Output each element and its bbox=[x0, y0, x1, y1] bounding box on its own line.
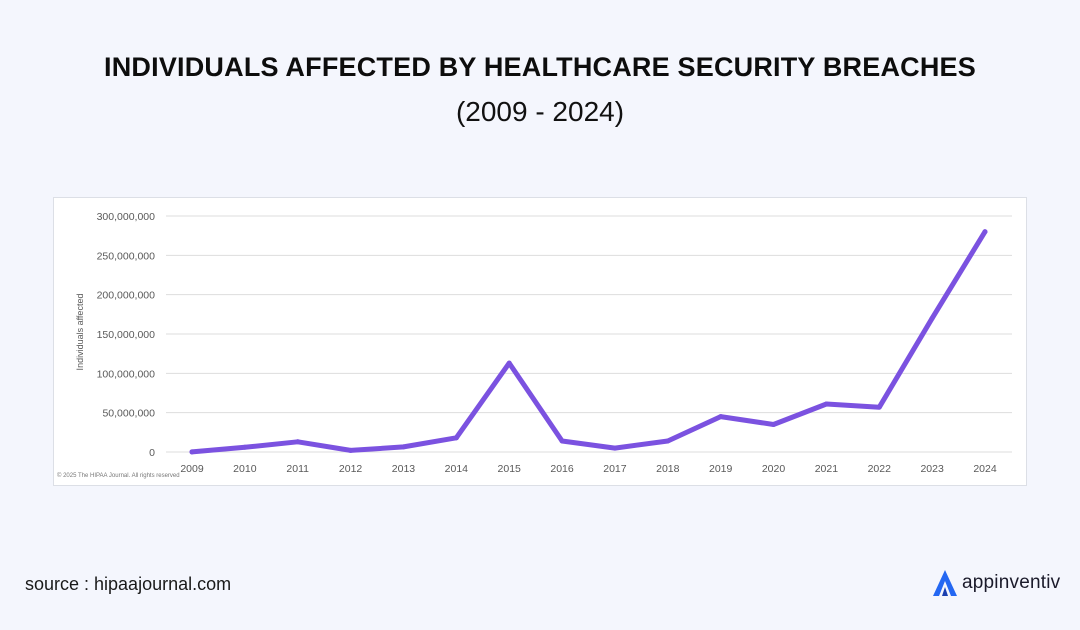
data-point bbox=[612, 445, 618, 451]
y-tick-label: 300,000,000 bbox=[97, 211, 156, 223]
x-tick-label: 2017 bbox=[603, 463, 627, 475]
x-tick-label: 2018 bbox=[656, 463, 680, 475]
x-tick-label: 2022 bbox=[868, 463, 892, 475]
y-tick-label: 200,000,000 bbox=[97, 290, 156, 302]
page-title: INDIVIDUALS AFFECTED BY HEALTHCARE SECUR… bbox=[104, 52, 976, 82]
x-tick-label: 2016 bbox=[550, 463, 574, 475]
x-tick-label: 2011 bbox=[286, 463, 309, 475]
page-subtitle: (2009 - 2024) bbox=[455, 96, 625, 127]
brand-name: appinventiv bbox=[962, 572, 1061, 593]
data-point bbox=[189, 449, 195, 455]
appinventiv-logo-icon bbox=[933, 570, 957, 596]
chart-card: 0 50,000,000 100,000,000 150,000,000 200,000… bbox=[53, 197, 1027, 486]
y-tick-label: 100,000,000 bbox=[97, 368, 156, 380]
source-text: source : hipaajournal.com bbox=[25, 574, 232, 594]
data-point bbox=[823, 401, 829, 407]
data-point bbox=[876, 404, 882, 410]
x-tick-label: 2014 bbox=[445, 463, 469, 475]
x-tick-label: 2010 bbox=[233, 463, 257, 475]
y-tick-label: 250,000,000 bbox=[97, 250, 156, 262]
y-tick-label: 150,000,000 bbox=[97, 329, 156, 341]
line-chart: 0 50,000,000 100,000,000 150,000,000 200,000… bbox=[75, 211, 1012, 475]
x-tick-label: 2021 bbox=[815, 463, 839, 475]
data-point bbox=[400, 444, 406, 450]
x-tick-label: 2023 bbox=[920, 463, 944, 475]
brand-logo[interactable]: appinventiv bbox=[932, 569, 1060, 597]
data-point bbox=[506, 360, 512, 366]
x-tick-label: 2013 bbox=[392, 463, 416, 475]
x-tick-label: 2019 bbox=[709, 463, 733, 475]
data-point bbox=[718, 414, 724, 420]
data-point bbox=[242, 444, 248, 450]
x-tick-label: 2020 bbox=[762, 463, 786, 475]
data-point bbox=[665, 438, 671, 444]
data-point bbox=[348, 447, 354, 453]
data-point bbox=[295, 439, 301, 445]
y-axis-label: Individuals affected bbox=[75, 294, 85, 371]
data-point bbox=[929, 315, 935, 321]
data-point bbox=[771, 421, 777, 427]
data-point bbox=[559, 438, 565, 444]
chart-copyright: © 2025 The HIPAA Journal. All rights res… bbox=[57, 473, 180, 479]
series-line bbox=[189, 229, 988, 455]
data-point bbox=[453, 435, 459, 441]
x-tick-label: 2009 bbox=[180, 463, 204, 475]
x-tick-label: 2012 bbox=[339, 463, 363, 475]
data-point bbox=[982, 229, 988, 235]
y-tick-label: 50,000,000 bbox=[102, 408, 155, 420]
x-tick-label: 2015 bbox=[498, 463, 522, 475]
x-tick-label: 2024 bbox=[973, 463, 997, 475]
y-tick-label: 0 bbox=[149, 447, 155, 459]
